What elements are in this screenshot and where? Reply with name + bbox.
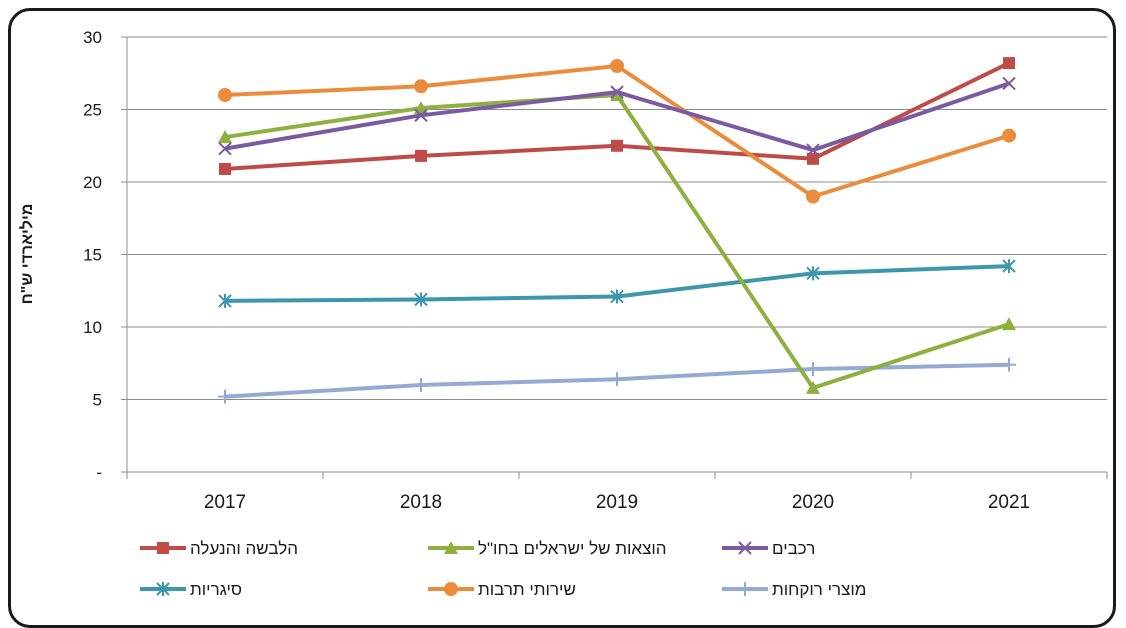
data-point-marker (610, 88, 624, 101)
data-point-marker (414, 108, 428, 123)
y-tick-label: - (96, 463, 102, 482)
data-point-marker (1002, 317, 1016, 331)
data-point-marker (1002, 76, 1016, 91)
series-1 (219, 57, 1015, 175)
data-point-marker (807, 152, 819, 165)
legend-label: סיגריות (190, 580, 242, 599)
legend-label: רכבים (772, 539, 815, 558)
y-axis-title: מיליארדי ש"ח (18, 204, 36, 305)
data-point-marker (610, 85, 624, 99)
x-tick-label: 2017 (204, 492, 246, 513)
y-tick-label: 30 (83, 28, 102, 47)
series-line (224, 93, 1010, 390)
legend-label: שירותי תרבות (478, 580, 576, 599)
series-lines (218, 57, 1016, 404)
series-5 (218, 59, 1016, 204)
y-tick-label: 25 (83, 101, 102, 120)
series-3 (218, 76, 1016, 157)
y-tick-label: 20 (83, 173, 102, 192)
data-point-marker (806, 143, 820, 157)
data-point-marker (610, 372, 624, 387)
data-point-marker (738, 541, 752, 555)
data-point-marker (1002, 357, 1016, 372)
data-point-marker (218, 293, 232, 308)
data-point-marker (414, 79, 428, 94)
data-point-marker (806, 266, 820, 281)
x-tick-label: 2018 (400, 492, 442, 513)
series-line (224, 64, 1010, 199)
data-point-marker (611, 139, 623, 152)
legend-item: סיגריות (140, 580, 242, 599)
legend: הלבשה והנעלה הוצאות של ישראלים בחו"ל רכבים… (140, 539, 866, 599)
y-tick-label: 5 (93, 391, 102, 410)
legend-item: שירותי תרבות (428, 580, 576, 599)
data-point-marker (218, 130, 232, 144)
x-tick-label: 2021 (988, 492, 1030, 513)
legend-item: הוצאות של ישראלים בחו"ל (428, 539, 667, 558)
data-point-marker (1002, 259, 1016, 274)
data-point-marker (218, 389, 232, 404)
data-point-marker (444, 541, 458, 554)
data-point-marker (444, 582, 458, 596)
gridlines (127, 36, 1107, 400)
x-tick-label: 2019 (596, 492, 638, 513)
data-point-marker (219, 162, 231, 175)
data-point-marker (414, 292, 428, 307)
data-point-marker (738, 582, 752, 596)
y-tick-label: 15 (83, 246, 102, 265)
data-point-marker (610, 59, 624, 73)
legend-item: הלבשה והנעלה (140, 539, 298, 558)
legend-label: מוצרי רוקחות (772, 580, 866, 599)
data-point-marker (806, 380, 820, 394)
data-point-marker (806, 189, 820, 204)
y-tick-label: 10 (83, 318, 102, 337)
data-point-marker (610, 289, 624, 304)
legend-label: הלבשה והנעלה (190, 539, 298, 558)
data-point-marker (157, 542, 169, 554)
data-point-marker (415, 149, 427, 162)
series-6 (218, 357, 1016, 404)
data-point-marker (1002, 128, 1016, 143)
legend-item: מוצרי רוקחות (722, 580, 866, 599)
data-point-marker (1003, 57, 1015, 70)
x-tick-label: 2020 (792, 492, 834, 513)
legend-item: רכבים (722, 539, 815, 558)
data-point-marker (218, 88, 232, 102)
series-4 (218, 259, 1016, 308)
series-line (224, 61, 1010, 171)
series-2 (218, 88, 1016, 394)
data-point-marker (806, 362, 820, 377)
data-point-marker (414, 378, 428, 392)
legend-label: הוצאות של ישראלים בחו"ל (478, 539, 667, 558)
axes: - 5 10 15 20 25 30 2017 2018 2019 2020 2021 (83, 28, 1108, 513)
data-point-marker (156, 582, 170, 596)
data-point-marker (218, 141, 232, 156)
